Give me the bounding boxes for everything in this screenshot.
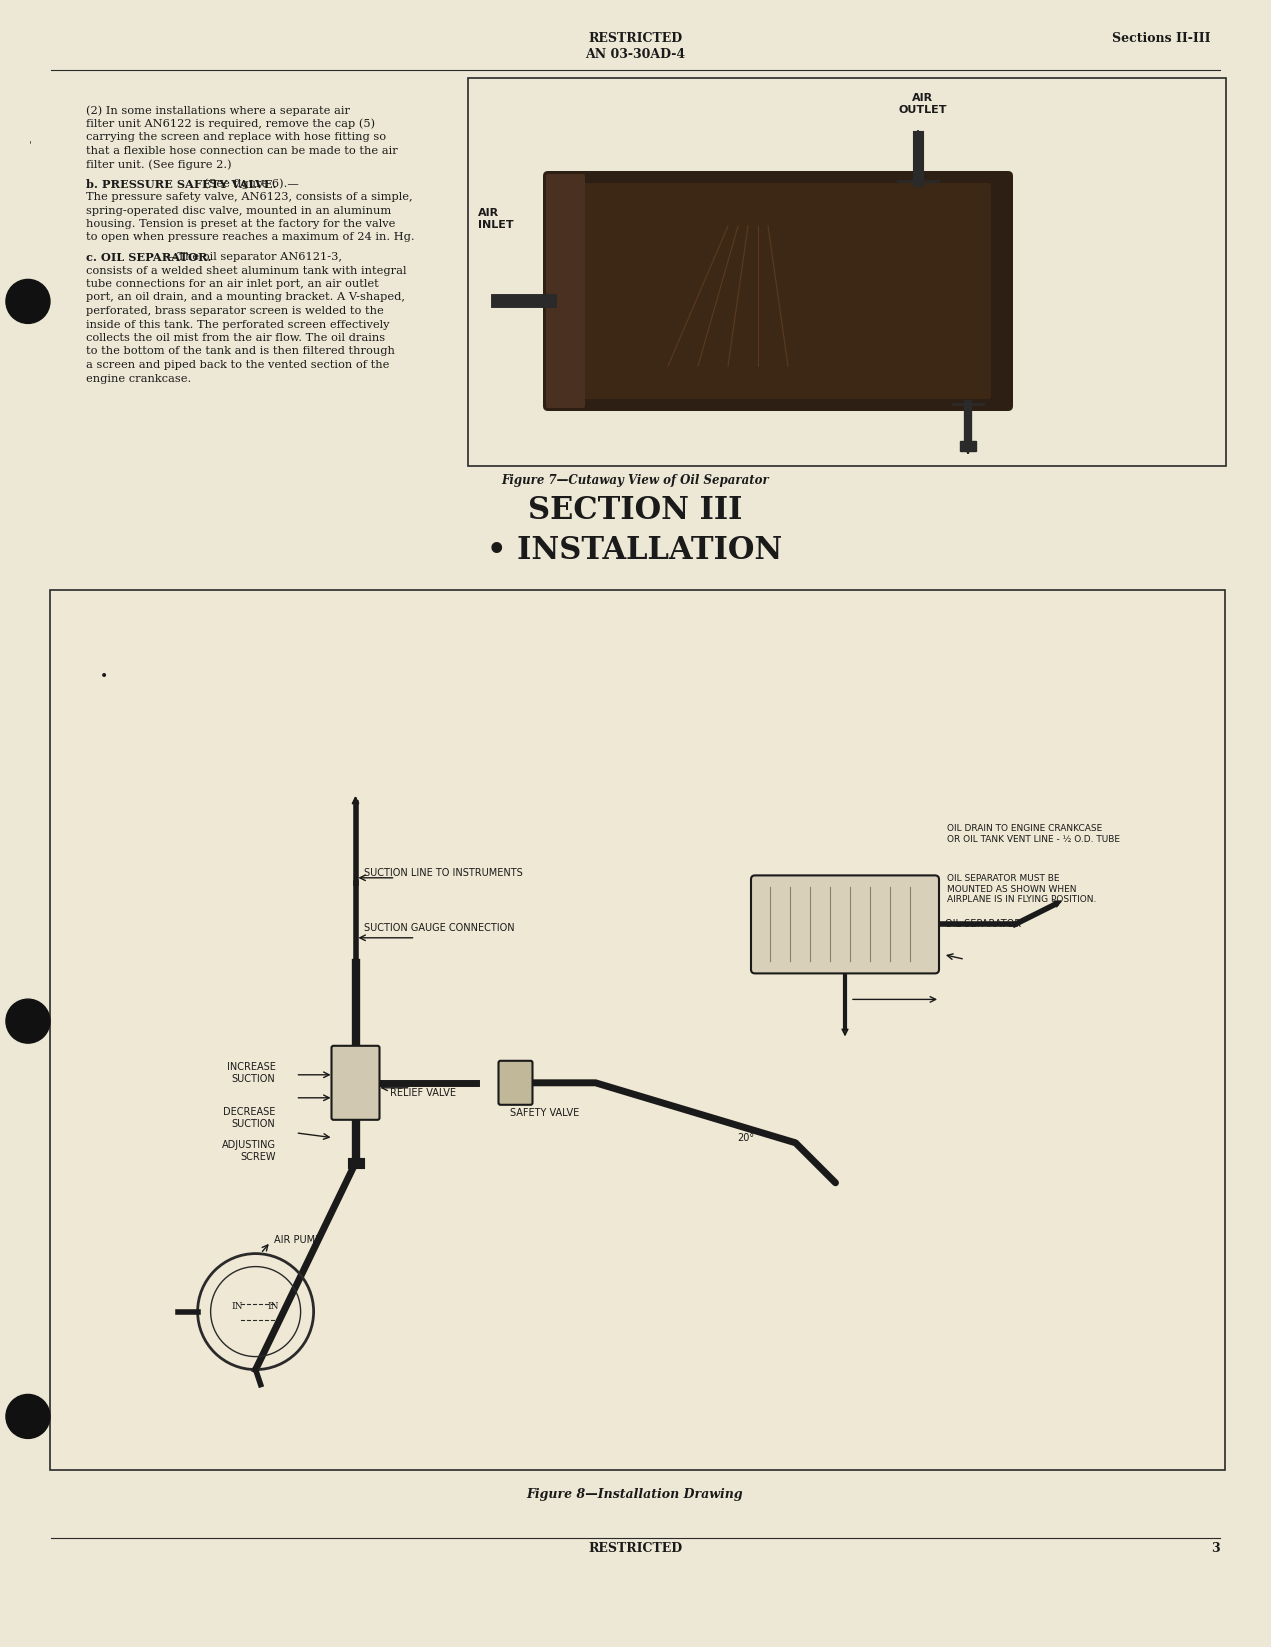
Text: carrying the screen and replace with hose fitting so: carrying the screen and replace with hos… <box>86 132 386 142</box>
Text: (See figure 6).—: (See figure 6).— <box>203 178 299 189</box>
Text: OIL DRAIN: OIL DRAIN <box>899 384 962 394</box>
Circle shape <box>6 1000 50 1043</box>
Text: SUCTION LINE TO INSTRUMENTS: SUCTION LINE TO INSTRUMENTS <box>364 868 522 878</box>
Text: port, an oil drain, and a mounting bracket. A V-shaped,: port, an oil drain, and a mounting brack… <box>86 293 405 303</box>
Circle shape <box>6 1395 50 1438</box>
Text: —The oil separator AN6121-3,: —The oil separator AN6121-3, <box>167 252 342 262</box>
Text: IN: IN <box>231 1303 243 1311</box>
Text: ADJUSTING
SCREW: ADJUSTING SCREW <box>221 1140 276 1161</box>
Text: AN 03-30AD-4: AN 03-30AD-4 <box>585 48 685 61</box>
Text: filter unit AN6122 is required, remove the cap (5): filter unit AN6122 is required, remove t… <box>86 119 375 128</box>
Text: 20°: 20° <box>737 1133 754 1143</box>
Text: tube connections for an air inlet port, an air outlet: tube connections for an air inlet port, … <box>86 278 379 288</box>
Text: AIR
OUTLET: AIR OUTLET <box>899 92 947 115</box>
Text: engine crankcase.: engine crankcase. <box>86 374 191 384</box>
Text: SECTION III: SECTION III <box>527 496 742 525</box>
Text: •: • <box>100 670 108 684</box>
Text: OIL DRAIN TO ENGINE CRANKCASE
OR OIL TANK VENT LINE - ½ O.D. TUBE: OIL DRAIN TO ENGINE CRANKCASE OR OIL TAN… <box>947 825 1120 843</box>
Text: consists of a welded sheet aluminum tank with integral: consists of a welded sheet aluminum tank… <box>86 265 407 275</box>
Circle shape <box>6 280 50 323</box>
FancyBboxPatch shape <box>543 171 1013 412</box>
Text: that a flexible hose connection can be made to the air: that a flexible hose connection can be m… <box>86 145 398 155</box>
Text: RELIEF VALVE: RELIEF VALVE <box>390 1087 456 1099</box>
Text: Figure 8—Installation Drawing: Figure 8—Installation Drawing <box>526 1487 744 1500</box>
Text: DECREASE
SUCTION: DECREASE SUCTION <box>224 1107 276 1128</box>
Text: collects the oil mist from the air flow. The oil drains: collects the oil mist from the air flow.… <box>86 333 385 343</box>
Text: Sections II-III: Sections II-III <box>1112 31 1210 44</box>
Text: spring-operated disc valve, mounted in an aluminum: spring-operated disc valve, mounted in a… <box>86 206 391 216</box>
Text: (2) In some installations where a separate air: (2) In some installations where a separa… <box>86 105 350 115</box>
FancyBboxPatch shape <box>498 1061 533 1105</box>
Text: filter unit. (See figure 2.): filter unit. (See figure 2.) <box>86 160 231 170</box>
FancyBboxPatch shape <box>566 183 991 399</box>
Text: b. PRESSURE SAFETY VALVE.: b. PRESSURE SAFETY VALVE. <box>86 178 277 189</box>
Text: 3: 3 <box>1211 1542 1220 1555</box>
Text: to open when pressure reaches a maximum of 24 in. Hg.: to open when pressure reaches a maximum … <box>86 232 414 242</box>
Text: OIL SEPARATOR: OIL SEPARATOR <box>946 919 1021 929</box>
Text: RESTRICTED: RESTRICTED <box>588 1542 683 1555</box>
FancyBboxPatch shape <box>547 175 585 408</box>
Text: INCREASE
SUCTION: INCREASE SUCTION <box>226 1062 276 1084</box>
Text: AIR
INLET: AIR INLET <box>478 208 513 229</box>
Text: OIL SEPARATOR MUST BE
MOUNTED AS SHOWN WHEN
AIRPLANE IS IN FLYING POSITION.: OIL SEPARATOR MUST BE MOUNTED AS SHOWN W… <box>947 875 1097 904</box>
Text: inside of this tank. The perforated screen effectively: inside of this tank. The perforated scre… <box>86 320 389 329</box>
Text: to the bottom of the tank and is then filtered through: to the bottom of the tank and is then fi… <box>86 346 395 356</box>
Text: 3: 3 <box>27 280 33 290</box>
Text: IN: IN <box>268 1303 280 1311</box>
Bar <box>468 77 1227 466</box>
Text: a screen and piped back to the vented section of the: a screen and piped back to the vented se… <box>86 361 389 371</box>
Bar <box>50 590 1225 1471</box>
Text: housing. Tension is preset at the factory for the valve: housing. Tension is preset at the factor… <box>86 219 395 229</box>
FancyBboxPatch shape <box>751 876 939 973</box>
FancyBboxPatch shape <box>332 1046 380 1120</box>
Text: RESTRICTED: RESTRICTED <box>588 31 683 44</box>
Bar <box>960 441 976 451</box>
Text: SUCTION GAUGE CONNECTION: SUCTION GAUGE CONNECTION <box>364 922 515 932</box>
Text: The pressure safety valve, AN6123, consists of a simple,: The pressure safety valve, AN6123, consi… <box>86 193 413 203</box>
Text: Figure 7—Cutaway View of Oil Separator: Figure 7—Cutaway View of Oil Separator <box>501 474 769 488</box>
Text: • INSTALLATION: • INSTALLATION <box>487 535 783 567</box>
Text: ': ' <box>28 140 32 150</box>
Text: perforated, brass separator screen is welded to the: perforated, brass separator screen is we… <box>86 306 384 316</box>
Text: AIR PUMP: AIR PUMP <box>273 1235 320 1245</box>
Text: c. OIL SEPARATOR.: c. OIL SEPARATOR. <box>86 252 211 264</box>
Text: SAFETY VALVE: SAFETY VALVE <box>511 1108 580 1118</box>
